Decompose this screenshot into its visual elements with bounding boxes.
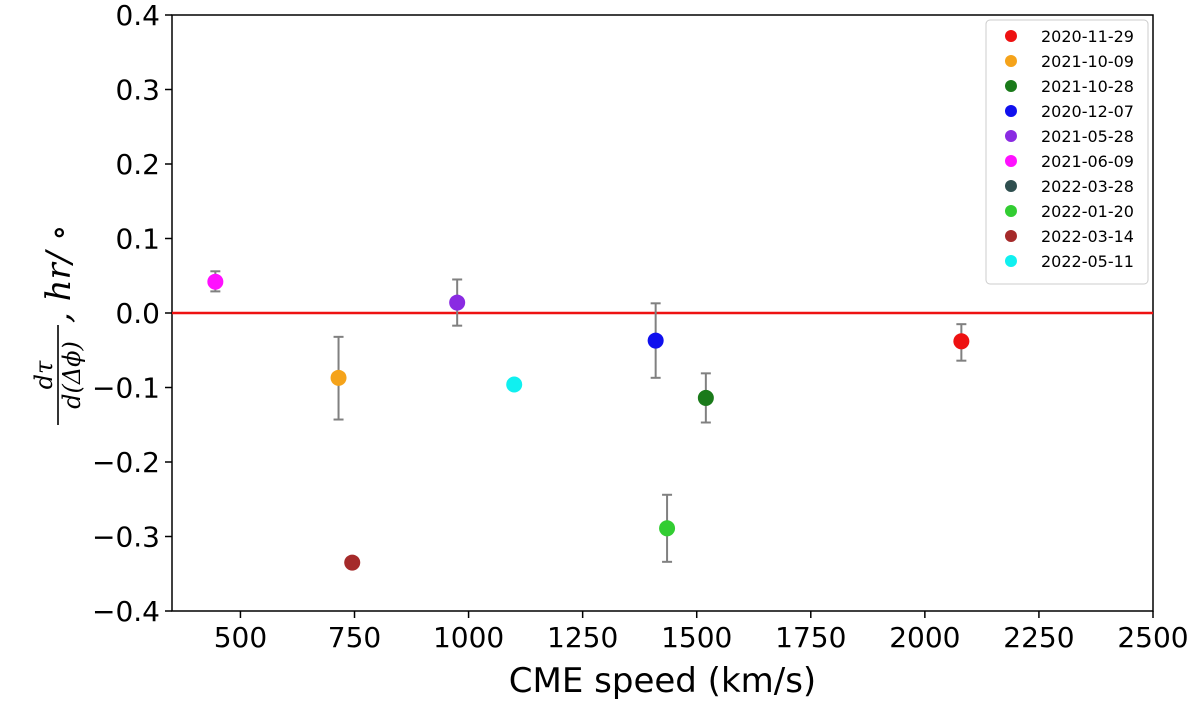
legend-marker [1005,205,1017,217]
y-tick-label: −0.1 [92,372,160,405]
legend-label: 2022-01-20 [1041,202,1134,221]
y-tick-label: −0.3 [92,521,160,554]
legend-label: 2022-03-14 [1041,227,1134,246]
legend-label: 2022-03-28 [1041,177,1134,196]
y-axis-label-unit: , hr/ ∘ [39,224,79,323]
data-point-2020-12-07 [647,332,664,349]
legend-label: 2022-05-11 [1041,252,1134,271]
y-axis-label-numerator: dτ [30,360,58,389]
y-axis-label-denominator: d(Δϕ) [58,341,86,409]
legend-box [985,19,1149,285]
y-tick-label: 0.4 [115,0,160,32]
y-axis-ticks: 0.4 0.3 0.2 0.1 0.0 −0.1 −0.2 −0.3 −0.4 [92,0,172,628]
data-point-2022-03-14 [344,554,361,571]
legend-label: 2021-06-09 [1041,152,1134,171]
x-tick-label: 500 [214,621,267,654]
legend-marker [1005,255,1017,267]
data-point-2020-11-29 [953,333,970,350]
x-tick-label: 1250 [547,621,618,654]
y-axis-label: dτ d(Δϕ) , hr/ ∘ [30,224,86,425]
data-point-2021-10-28 [697,389,714,406]
y-tick-label: 0.3 [115,74,160,107]
data-point-2022-01-20 [659,520,676,537]
data-point-2021-10-09 [330,369,347,386]
legend-label: 2020-12-07 [1041,102,1134,121]
legend-label: 2021-10-09 [1041,52,1134,71]
y-tick-label: 0.2 [115,148,160,181]
x-tick-label: 2500 [1117,621,1188,654]
legend-marker [1005,80,1017,92]
legend-label: 2021-05-28 [1041,127,1134,146]
legend-marker [1005,55,1017,67]
legend-marker [1005,30,1017,42]
x-tick-label: 1750 [775,621,846,654]
x-tick-label: 1500 [661,621,732,654]
data-point-2021-05-28 [449,294,466,311]
x-tick-label: 750 [328,621,381,654]
x-tick-label: 2000 [889,621,960,654]
x-tick-label: 2250 [1003,621,1074,654]
data-points [207,270,970,571]
legend-label: 2020-11-29 [1041,27,1134,46]
legend: 2020-11-29 2021-10-09 2021-10-28 2020-12-07… [985,19,1149,285]
y-tick-label: −0.4 [92,595,160,628]
legend-marker [1005,105,1017,117]
legend-marker [1005,180,1017,192]
data-point-2022-05-11 [506,376,523,393]
data-point-2021-06-09 [207,273,224,290]
legend-marker [1005,130,1017,142]
y-tick-label: 0.0 [115,297,160,330]
x-axis-ticks: 500 750 1000 1250 1500 1750 2000 2250 2500 [214,611,1189,654]
x-axis-label: CME speed (km/s) [509,661,816,701]
y-tick-label: −0.2 [92,446,160,479]
legend-marker [1005,155,1017,167]
legend-label: 2021-10-28 [1041,77,1134,96]
legend-marker [1005,230,1017,242]
y-tick-label: 0.1 [115,223,160,256]
x-tick-label: 1000 [433,621,504,654]
